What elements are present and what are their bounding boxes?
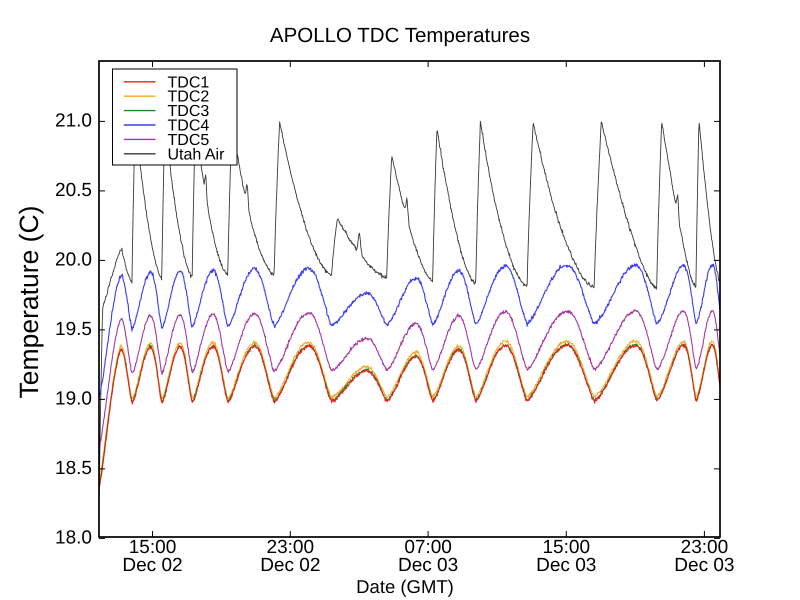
- svg-text:Dec 02: Dec 02: [122, 555, 182, 576]
- svg-text:19.0: 19.0: [55, 388, 92, 409]
- svg-text:Dec 03: Dec 03: [674, 555, 734, 576]
- svg-text:Dec 03: Dec 03: [398, 555, 458, 576]
- svg-text:20.0: 20.0: [55, 249, 92, 270]
- svg-text:18.0: 18.0: [55, 527, 92, 548]
- svg-text:20.5: 20.5: [55, 180, 92, 201]
- svg-text:Utah Air: Utah Air: [168, 146, 226, 163]
- svg-text:APOLLO TDC Temperatures: APOLLO TDC Temperatures: [270, 24, 530, 47]
- svg-text:21.0: 21.0: [55, 110, 92, 131]
- svg-text:19.5: 19.5: [55, 319, 92, 340]
- svg-text:Dec 02: Dec 02: [260, 555, 320, 576]
- svg-text:Date (GMT): Date (GMT): [356, 576, 454, 597]
- svg-text:Dec 03: Dec 03: [536, 555, 596, 576]
- svg-text:Temperature (C): Temperature (C): [14, 206, 44, 399]
- svg-text:18.5: 18.5: [55, 458, 92, 479]
